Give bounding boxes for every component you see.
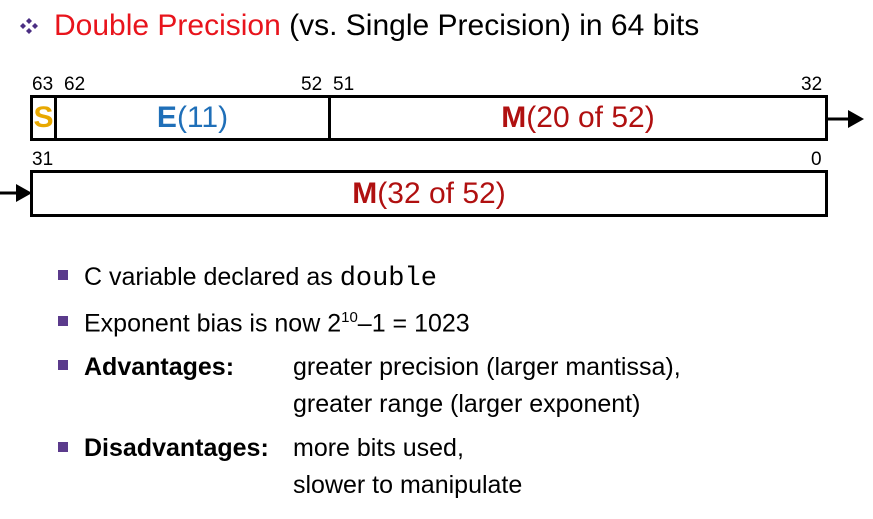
slide-title: Double Precision (vs. Single Precision) … [54, 9, 699, 43]
sign-label: S [33, 101, 54, 134]
bias-text: Exponent bias is now 2 [84, 309, 342, 338]
sign-field: S [30, 95, 57, 141]
bit-index-63: 63 [32, 74, 54, 95]
advantages-label: Advantages: [84, 353, 235, 381]
bit-index-0: 0 [811, 149, 822, 170]
square-bullet-icon [58, 270, 68, 280]
mantissa-low-letter: M [352, 176, 378, 210]
bias-superscript: 10 [341, 309, 358, 326]
bullet-exponent-bias: Exponent bias is now 210–1 = 1023 [84, 309, 470, 338]
continuation-left-arrow-icon [0, 184, 32, 202]
mantissa-low-count: (32 of 52) [377, 176, 506, 210]
bullet-variable-type: C variable declared as double [84, 263, 437, 294]
title-rest: (vs. Single Precision) in 64 bits [280, 9, 700, 42]
exponent-field: E (11) [54, 95, 331, 141]
bias-rest: –1 = 1023 [357, 309, 470, 338]
mantissa-high-field: M (20 of 52) [328, 95, 828, 141]
advantages-line-1: greater precision (larger mantissa), [293, 353, 681, 381]
bit-index-31: 31 [32, 149, 54, 170]
exponent-count: (11) [176, 101, 229, 134]
advantages-line-2: greater range (larger exponent) [293, 390, 641, 418]
bit-index-32: 32 [801, 74, 823, 95]
title-highlight: Double Precision [54, 9, 281, 42]
mantissa-high-count: (20 of 52) [526, 101, 655, 134]
mantissa-high-letter: M [501, 101, 527, 134]
bit-index-62: 62 [64, 74, 86, 95]
bit-index-52: 52 [301, 74, 323, 95]
square-bullet-icon [58, 360, 68, 370]
disadvantages-line-2: slower to manipulate [293, 471, 523, 499]
bullet-variable-text: C variable declared as [84, 263, 340, 291]
code-double: double [339, 264, 437, 294]
exponent-letter: E [156, 101, 177, 134]
four-diamond-bullet-icon [20, 18, 38, 34]
disadvantages-label: Disadvantages: [84, 434, 269, 462]
bit-index-51: 51 [333, 74, 355, 95]
disadvantages-line-1: more bits used, [293, 434, 464, 462]
continuation-right-arrow-icon [828, 110, 864, 128]
slide-title-row: Double Precision (vs. Single Precision) … [18, 6, 699, 46]
square-bullet-icon [58, 316, 68, 326]
square-bullet-icon [58, 442, 68, 452]
mantissa-low-field: M (32 of 52) [30, 170, 828, 217]
